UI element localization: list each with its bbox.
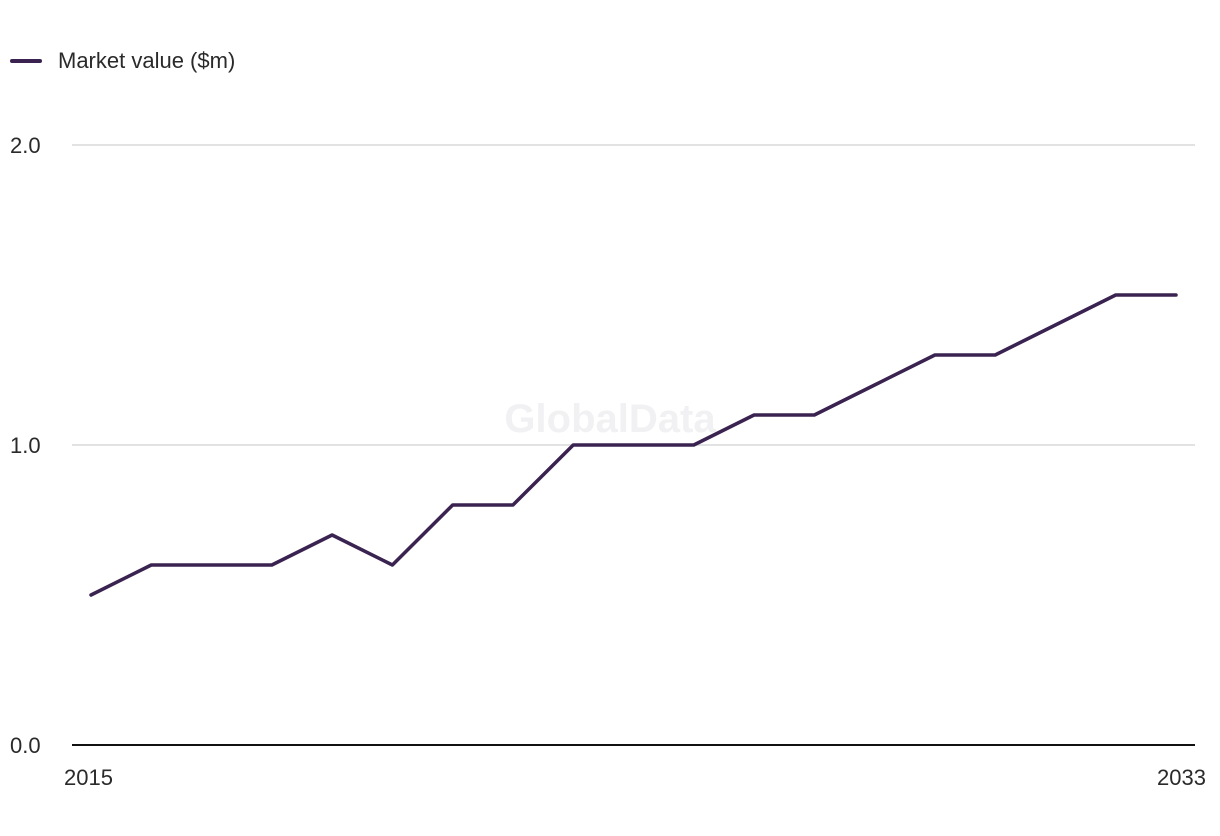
y-tick-label: 2.0 bbox=[10, 133, 41, 158]
x-axis-ticks: 2015 2033 bbox=[64, 765, 1206, 790]
y-tick-label: 0.0 bbox=[10, 733, 41, 758]
legend-swatch bbox=[10, 59, 42, 63]
legend-label: Market value ($m) bbox=[58, 48, 236, 73]
x-tick-label: 2033 bbox=[1157, 765, 1206, 790]
series-line bbox=[89, 293, 1178, 597]
x-tick-label: 2015 bbox=[64, 765, 113, 790]
y-axis-ticks: 0.0 1.0 2.0 bbox=[10, 133, 41, 758]
y-tick-label: 1.0 bbox=[10, 433, 41, 458]
series-group bbox=[89, 293, 1178, 597]
watermark: GlobalData bbox=[504, 397, 716, 441]
chart-legend: Market value ($m) bbox=[10, 47, 235, 75]
